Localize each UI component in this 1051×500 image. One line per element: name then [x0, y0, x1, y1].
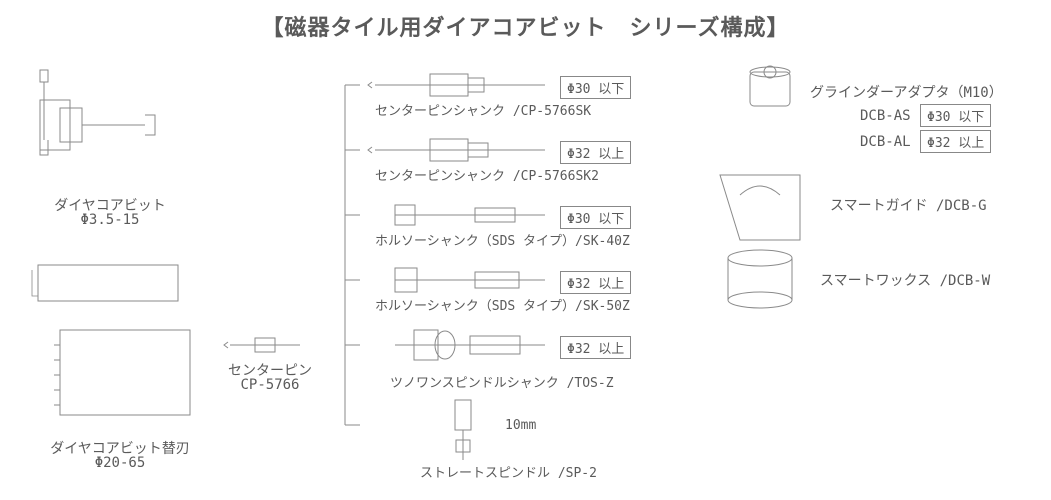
drawing-replacement-blade	[32, 265, 190, 415]
label-shank-2: センターピンシャンク /CP-5766SK2	[375, 165, 599, 184]
brace	[345, 85, 360, 425]
drawing-shank-6	[455, 400, 471, 460]
drawing-shank-1	[368, 74, 545, 96]
label-adapter-code-1: DCB-AS	[860, 108, 911, 124]
badge-shank-1: Φ30 以下	[560, 76, 631, 99]
label-shank-3: ホルソーシャンク（SDS タイプ）/SK-40Z	[375, 230, 630, 249]
label-shank-5: ツノワンスピンドルシャンク /TOS-Z	[390, 372, 614, 391]
label-adapter-code-2: DCB-AL	[860, 134, 911, 150]
drawing-core-bit-small	[40, 70, 155, 155]
drawing-shank-4	[395, 268, 545, 292]
badge-shank-2: Φ32 以上	[560, 141, 631, 164]
label-shank-4: ホルソーシャンク（SDS タイプ）/SK-50Z	[375, 295, 630, 314]
badge-adapter-1: Φ30 以下	[920, 104, 991, 127]
label-smart-guide: スマートガイド /DCB-G	[830, 195, 987, 215]
badge-shank-3: Φ30 以下	[560, 206, 631, 229]
badge-adapter-2: Φ32 以上	[920, 130, 991, 153]
label-adapter-title: グラインダーアダプタ（M10）	[810, 82, 1003, 102]
label-blade-2: Φ20-65	[30, 455, 210, 471]
badge-shank-6: 10mm	[505, 418, 536, 433]
drawing-smart-wax	[728, 250, 792, 308]
label-core-bit-2: Φ3.5-15	[35, 212, 185, 228]
label-smart-wax: スマートワックス /DCB-W	[820, 270, 990, 290]
drawing-smart-guide	[720, 175, 800, 240]
label-shank-6: ストレートスピンドル /SP-2	[420, 462, 597, 481]
label-center-pin-2: CP-5766	[215, 377, 325, 393]
drawing-center-pin	[224, 338, 300, 352]
badge-shank-5: Φ32 以上	[560, 336, 631, 359]
drawing-shank-3	[395, 205, 545, 225]
drawing-shank-2	[368, 139, 545, 161]
drawing-grinder-adapter	[750, 66, 790, 106]
drawing-shank-5	[395, 330, 545, 360]
label-shank-1: センターピンシャンク /CP-5766SK	[375, 100, 591, 119]
badge-shank-4: Φ32 以上	[560, 271, 631, 294]
